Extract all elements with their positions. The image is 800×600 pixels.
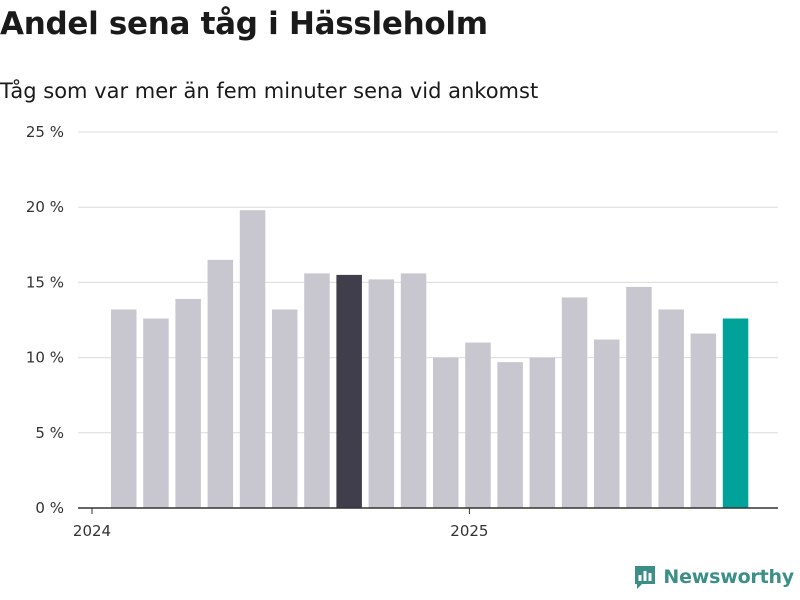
y-tick-label: 15 % bbox=[26, 273, 64, 291]
bar-2025-04 bbox=[594, 339, 620, 508]
bar-2024-11 bbox=[433, 357, 459, 508]
bar-2024-04 bbox=[207, 259, 234, 508]
bar-2024-06 bbox=[272, 309, 298, 508]
bar-2025-07 bbox=[690, 333, 717, 508]
newsworthy-logo-icon bbox=[635, 566, 656, 589]
bar-2024-02 bbox=[143, 318, 169, 508]
brand-name: Newsworthy bbox=[663, 566, 794, 588]
bar-2024-03 bbox=[175, 298, 201, 508]
x-tick-label: 2024 bbox=[73, 522, 111, 540]
x-tick-label: 2025 bbox=[450, 522, 488, 540]
bar-2025-02 bbox=[529, 357, 556, 508]
bar-2025-06 bbox=[658, 309, 684, 508]
bar-2025-05 bbox=[626, 286, 652, 508]
bar-2024-09 bbox=[368, 279, 395, 508]
y-tick-label: 10 % bbox=[26, 349, 64, 367]
bar-2025-08 bbox=[722, 318, 749, 508]
y-tick-label: 5 % bbox=[35, 424, 64, 442]
bar-2024-05 bbox=[239, 210, 266, 508]
y-tick-label: 20 % bbox=[26, 198, 64, 216]
bar-2024-12 bbox=[465, 342, 491, 508]
y-tick-label: 0 % bbox=[35, 499, 64, 517]
bar-2025-03 bbox=[561, 297, 588, 508]
bar-2024-01 bbox=[111, 309, 137, 508]
chart-subtitle: Tåg som var mer än fem minuter sena vid … bbox=[0, 79, 539, 103]
bar-2025-01 bbox=[497, 362, 523, 508]
chart-title: Andel sena tåg i Hässleholm bbox=[0, 6, 488, 42]
bar-2024-10 bbox=[400, 273, 427, 508]
bar-2024-08 bbox=[336, 274, 362, 508]
y-tick-label: 25 % bbox=[26, 123, 64, 141]
newsworthy-logo: Newsworthy bbox=[633, 564, 794, 590]
bar-2024-07 bbox=[304, 273, 330, 508]
